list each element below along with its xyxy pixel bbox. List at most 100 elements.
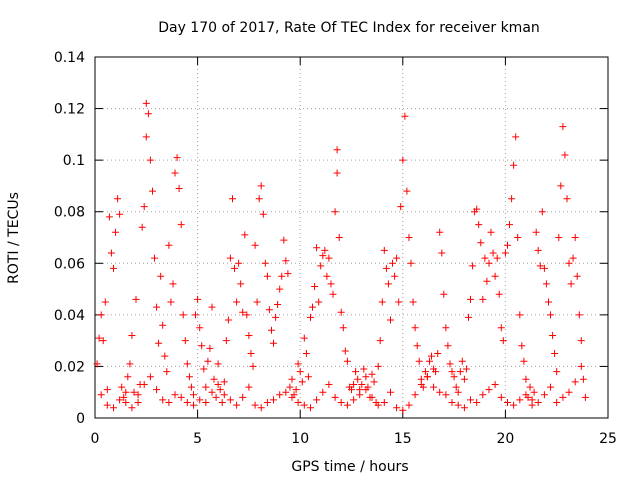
data-point	[300, 334, 308, 342]
data-point	[288, 393, 296, 401]
data-point	[479, 295, 487, 303]
data-point	[399, 406, 407, 414]
x-tick-label: 5	[193, 431, 202, 447]
data-point	[274, 301, 282, 308]
data-point	[354, 375, 362, 383]
data-point	[368, 370, 376, 378]
data-point	[495, 290, 503, 298]
data-point	[362, 373, 370, 381]
data-point	[499, 337, 507, 345]
data-point	[434, 350, 442, 357]
data-point	[208, 303, 216, 311]
data-point	[436, 228, 444, 236]
data-point	[214, 381, 222, 388]
data-point	[101, 298, 109, 306]
data-point	[393, 404, 401, 412]
data-point	[169, 280, 177, 288]
data-point	[458, 357, 466, 365]
data-point	[331, 208, 339, 216]
data-point	[378, 298, 386, 306]
data-point	[380, 399, 388, 406]
data-point	[360, 365, 368, 373]
data-point	[483, 277, 491, 285]
data-point	[153, 386, 161, 394]
data-point	[577, 362, 585, 370]
data-point	[302, 350, 310, 357]
data-point	[263, 272, 271, 280]
data-point	[204, 357, 212, 365]
data-point	[567, 280, 575, 288]
data-point	[563, 195, 571, 203]
data-point	[185, 373, 193, 381]
data-point	[571, 378, 579, 386]
data-point	[348, 386, 355, 394]
data-point	[110, 264, 117, 272]
data-point	[202, 399, 210, 406]
data-point	[581, 393, 589, 401]
data-point	[179, 311, 187, 319]
data-point	[489, 249, 497, 257]
data-point	[522, 391, 530, 399]
data-point	[157, 272, 165, 280]
data-point	[233, 401, 241, 409]
data-point	[397, 203, 405, 211]
data-point	[530, 388, 538, 396]
data-point	[194, 295, 202, 303]
data-point	[261, 259, 269, 267]
data-point	[514, 234, 522, 241]
data-point	[559, 393, 567, 401]
data-point	[241, 231, 249, 239]
data-point	[454, 388, 462, 396]
data-point	[497, 324, 505, 332]
data-point	[403, 187, 411, 195]
data-point	[307, 404, 314, 412]
data-point	[442, 324, 450, 332]
data-point	[413, 342, 421, 350]
data-point	[222, 337, 230, 345]
data-point	[329, 290, 337, 298]
data-point	[387, 316, 394, 324]
data-point	[97, 311, 105, 319]
data-point	[175, 185, 183, 192]
data-point	[146, 373, 154, 381]
data-point	[384, 280, 392, 288]
axes: 0 0.02 0.04 0.06 0.08 0.1 0.12 0.14 0 5 10 15 20 25	[54, 50, 617, 447]
data-point	[304, 373, 312, 381]
data-point	[268, 326, 275, 334]
data-point	[532, 228, 540, 236]
data-point	[446, 360, 454, 368]
data-point	[391, 272, 399, 280]
data-point	[196, 396, 204, 404]
x-tick-label: 25	[599, 431, 617, 447]
data-point	[159, 321, 167, 329]
data-point	[538, 208, 546, 216]
data-point	[243, 311, 251, 319]
data-point	[282, 388, 290, 396]
x-tick-label: 10	[291, 431, 309, 447]
data-points	[93, 99, 589, 414]
data-point	[547, 311, 554, 319]
data-point	[183, 399, 191, 406]
y-tick-label: 0.1	[63, 153, 85, 169]
data-point	[473, 399, 481, 406]
data-point	[237, 280, 245, 288]
data-point	[296, 368, 304, 376]
data-point	[146, 156, 154, 164]
data-point	[506, 221, 513, 229]
data-point	[140, 381, 148, 388]
data-point	[389, 259, 396, 267]
data-point	[105, 213, 113, 221]
y-tick-label: 0.08	[54, 205, 85, 221]
data-point	[553, 399, 561, 406]
data-point	[325, 381, 333, 388]
data-point	[421, 368, 429, 376]
data-point	[477, 239, 485, 247]
data-point	[423, 373, 431, 381]
data-point	[124, 373, 132, 381]
data-point	[448, 399, 456, 406]
data-point	[161, 352, 169, 360]
data-point	[229, 195, 236, 203]
data-point	[319, 252, 327, 260]
data-point	[565, 259, 573, 267]
data-point	[547, 383, 554, 391]
